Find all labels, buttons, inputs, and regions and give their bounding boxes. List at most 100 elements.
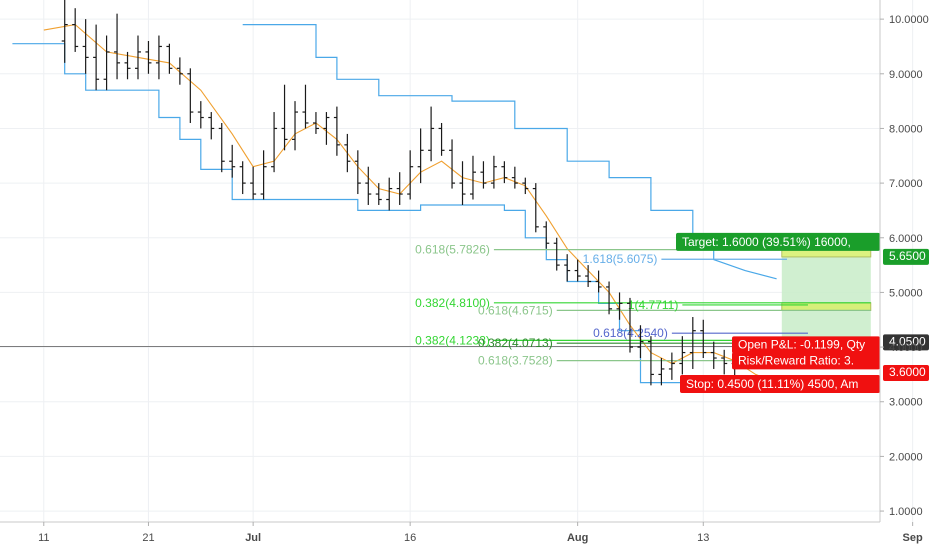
entry-price-tag-text: 4.0500	[889, 334, 926, 348]
ohlc-bar	[61, 0, 68, 63]
x-tick-label: Aug	[567, 532, 588, 544]
ohlc-bar	[626, 297, 633, 353]
ohlc-bar	[480, 161, 487, 189]
ohlc-bar	[658, 358, 665, 386]
risk-reward-label-text: Risk/Reward Ratio: 3.	[738, 353, 854, 367]
ohlc-bar	[124, 51, 131, 80]
fib-level-label: 0.618(3.7528)	[478, 354, 553, 368]
ohlc-bar	[229, 144, 236, 178]
ohlc-bar	[469, 155, 476, 200]
ohlc-bar	[323, 112, 330, 145]
x-tick-label: 16	[404, 532, 416, 544]
ohlc-bar	[187, 68, 194, 123]
stop-label: Stop: 0.4500 (11.11%) 4500, Am	[680, 374, 880, 393]
x-tick-label: 21	[142, 532, 154, 544]
x-tick-label: Sep	[903, 532, 923, 544]
stop-price-tag: 3.6000	[883, 364, 929, 381]
fib-level-label: 0.618(5.7826)	[415, 243, 490, 257]
ohlc-bar	[155, 35, 162, 80]
x-axis[interactable]: 1121Jul16Aug13Sep17	[38, 522, 932, 544]
ohlc-bar	[574, 259, 581, 282]
stop-label-text: Stop: 0.4500 (11.11%) 4500, Am	[686, 377, 858, 391]
y-tick-label: 10.0000	[889, 14, 929, 26]
ohlc-bar	[145, 40, 152, 74]
ohlc-bar	[438, 122, 445, 156]
ohlc-bar	[93, 24, 100, 91]
ohlc-bar	[292, 101, 299, 151]
ohlc-bar	[250, 166, 257, 200]
ohlc-bar	[281, 84, 288, 151]
y-tick-label: 3.0000	[889, 397, 923, 409]
ohlc-bar	[428, 106, 435, 162]
y-tick-label: 2.0000	[889, 451, 923, 463]
ohlc-bar	[585, 265, 592, 287]
pnl-label-text: Open P&L: -0.1199, Qty	[738, 337, 865, 351]
ohlc-bar	[449, 139, 456, 189]
ohlc-bar	[700, 319, 707, 359]
ohlc-bar	[354, 150, 361, 195]
entry-price-tag: 4.0500	[883, 334, 929, 351]
stop-label-bg	[680, 374, 880, 393]
ohlc-bar	[365, 166, 372, 205]
ohlc-bar	[72, 8, 79, 52]
ohlc-bar	[82, 19, 89, 74]
ohlc-bar	[166, 43, 173, 74]
risk-reward-label-bg	[732, 352, 880, 370]
ohlc-bar	[522, 177, 529, 195]
ohlc-bar	[668, 352, 675, 380]
ohlc-bar	[616, 292, 623, 320]
ohlc-bar	[417, 128, 424, 184]
ohlc-bar	[647, 336, 654, 386]
fib-level-label: 1(4.7711)	[628, 298, 678, 312]
ohlc-bar	[302, 84, 309, 129]
fib-level-label: 0.618(4.6715)	[478, 303, 553, 317]
y-tick-label: 4.0000	[889, 342, 923, 354]
ohlc-bar	[103, 35, 110, 91]
y-axis[interactable]: 10.0000 9.0000 8.0000 7.0000 6.0000 5.0000 4.0…	[880, 14, 929, 518]
ohlc-bar	[511, 166, 518, 189]
fib-level-label: 0.382(4.0713)	[478, 336, 553, 350]
lower-channel-line	[12, 43, 777, 384]
ohlc-bar	[176, 57, 183, 85]
ohlc-bar	[386, 177, 393, 211]
ohlc-bar	[564, 254, 571, 282]
ohlc-bar	[595, 270, 602, 293]
moving-average-line	[43, 24, 777, 384]
ohlc-bar	[271, 112, 278, 173]
fib-level-label: 0.382(4.8100)	[415, 296, 490, 310]
fibonacci-levels: 0.618(5.7826)1.618(5.6075)0.382(4.8100)0…	[415, 243, 871, 368]
ohlc-bar	[679, 336, 686, 375]
entry-price-tag-bg	[883, 334, 929, 351]
y-tick-label: 9.0000	[889, 69, 923, 81]
ohlc-bar	[553, 237, 560, 271]
ohlc-bar	[543, 221, 550, 249]
target-zone	[781, 256, 871, 345]
stop-price-tag-text: 3.6000	[889, 365, 926, 379]
ohlc-bar	[197, 101, 204, 129]
target-label-text: Target: 1.6000 (39.51%) 16000,	[682, 235, 851, 249]
ohlc-bar	[312, 112, 319, 134]
target-price-tag-text: 5.6500	[889, 249, 926, 263]
target-label-bg	[676, 232, 880, 251]
fib-level-label: 0.382(4.1233)	[415, 333, 490, 347]
ohlc-bar	[459, 161, 466, 205]
stop-price-tag-bg	[883, 364, 929, 381]
target-price-tag: 5.6500	[883, 249, 929, 265]
ohlc-bar	[501, 161, 508, 184]
fib-highlight-box	[781, 302, 872, 311]
ohlc-bar	[689, 317, 696, 369]
fib-level-label: 1.618(5.6075)	[583, 252, 658, 266]
ohlc-bar	[710, 341, 717, 369]
position-labels: Target: 1.6000 (39.51%) 16000, Open P&L: …	[676, 232, 929, 393]
ohlc-bar	[333, 106, 340, 156]
ohlc-bar	[606, 281, 613, 315]
ohlc-bar	[239, 161, 246, 195]
ohlc-bar	[490, 155, 497, 189]
x-tick-label: 11	[38, 532, 49, 544]
y-tick-label: 7.0000	[889, 178, 923, 190]
ohlc-bar	[375, 183, 382, 205]
x-tick-label: Jul	[245, 532, 261, 544]
target-price-tag-bg	[883, 248, 929, 265]
ohlc-bar	[260, 150, 267, 200]
